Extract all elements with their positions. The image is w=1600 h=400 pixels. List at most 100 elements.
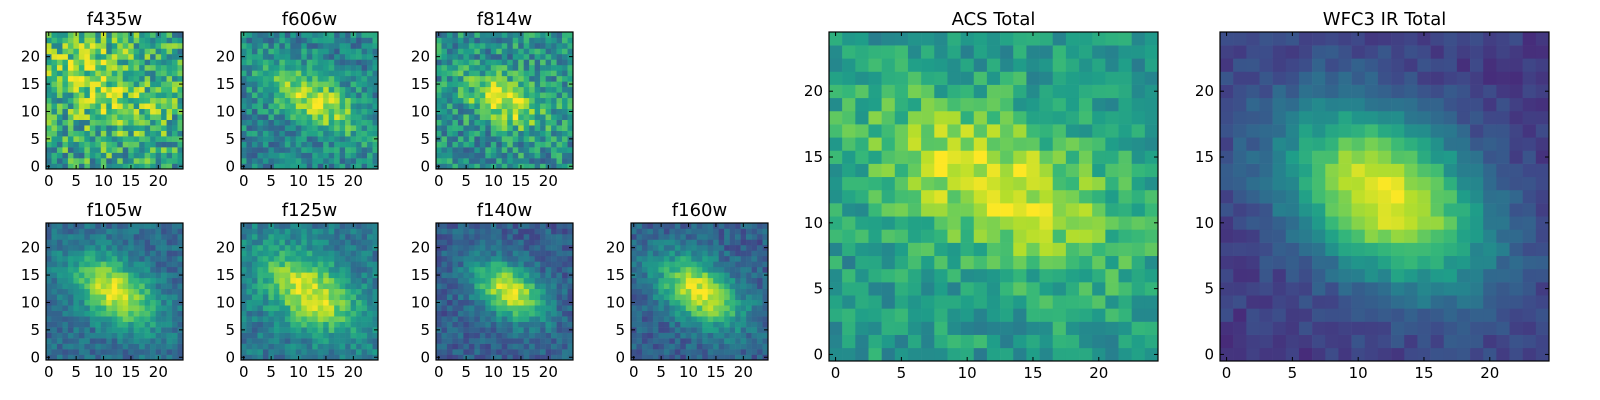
heatmap-cell: [463, 228, 470, 235]
y-tick-label: 15: [411, 266, 430, 284]
heatmap-cell: [452, 59, 459, 66]
heatmap-cell: [691, 354, 698, 361]
heatmap-cell: [312, 163, 319, 170]
heatmap-cell: [907, 347, 922, 362]
heatmap-cell: [356, 255, 362, 262]
heatmap-cell: [161, 255, 167, 262]
heatmap-cell: [523, 305, 530, 311]
y-tick-label: 15: [216, 266, 235, 284]
heatmap-cell: [496, 332, 503, 339]
heatmap-cell: [95, 158, 102, 164]
heatmap-cell: [246, 86, 253, 93]
heatmap-cell: [1039, 163, 1054, 178]
heatmap-cell: [161, 244, 167, 251]
heatmap-cell: [361, 261, 368, 268]
heatmap-cell: [636, 272, 643, 279]
heatmap-cell: [436, 141, 442, 148]
heatmap-cell: [100, 97, 107, 104]
heatmap-cell: [636, 343, 643, 350]
heatmap-cell: [518, 321, 524, 328]
heatmap-cell: [117, 223, 124, 229]
heatmap-cell: [166, 92, 173, 99]
heatmap-cell: [485, 37, 492, 44]
heatmap-cell: [323, 250, 329, 257]
heatmap-cell: [139, 86, 145, 93]
heatmap-cell: [295, 327, 302, 333]
heatmap-cell: [551, 299, 557, 306]
heatmap-cell: [724, 261, 730, 268]
heatmap-cell: [133, 130, 140, 137]
heatmap-cell: [251, 103, 258, 110]
heatmap-cell: [562, 141, 568, 148]
heatmap-cell: [161, 108, 167, 115]
heatmap-cell: [257, 239, 264, 246]
heatmap-cell: [658, 233, 665, 240]
heatmap-cell: [490, 48, 497, 55]
heatmap-cell: [658, 288, 665, 295]
heatmap-cell: [523, 288, 530, 295]
heatmap-cell: [328, 277, 335, 284]
heatmap-cell: [84, 130, 91, 137]
heatmap-cell: [73, 53, 80, 60]
heatmap-cell: [751, 327, 758, 333]
heatmap-cell: [89, 277, 96, 284]
heatmap-cell: [457, 294, 464, 301]
heatmap-cell: [1013, 282, 1027, 296]
heatmap-cell: [934, 255, 948, 270]
heatmap-cell: [540, 343, 546, 350]
heatmap-cell: [652, 255, 659, 262]
heatmap-cell: [523, 327, 530, 333]
heatmap-cell: [735, 239, 741, 246]
heatmap-cell: [685, 272, 692, 279]
heatmap-cell: [518, 92, 524, 99]
heatmap-cell: [1105, 334, 1119, 349]
y-tick-label: 5: [30, 321, 40, 339]
heatmap-cell: [1000, 242, 1014, 257]
heatmap-cell: [312, 75, 319, 82]
heatmap-cell: [652, 266, 659, 273]
heatmap-cell: [122, 244, 129, 251]
heatmap-cell: [273, 32, 280, 38]
heatmap-cell: [284, 332, 291, 339]
heatmap-cell: [122, 42, 129, 49]
heatmap-cell: [707, 239, 714, 246]
heatmap-cell: [339, 305, 346, 311]
heatmap-cell: [512, 64, 519, 71]
heatmap-cell: [636, 244, 643, 251]
heatmap-cell: [356, 86, 362, 93]
heatmap-cell: [312, 338, 319, 344]
heatmap-cell: [474, 103, 481, 110]
heatmap-cell: [1092, 282, 1106, 296]
heatmap-cell: [306, 103, 313, 110]
heatmap-cell: [312, 305, 319, 311]
heatmap-cell: [436, 233, 442, 240]
heatmap-cell: [663, 316, 670, 322]
heatmap-cell: [501, 53, 508, 60]
heatmap-cell: [680, 338, 687, 344]
heatmap-cell: [290, 103, 297, 110]
heatmap-cell: [361, 327, 368, 333]
heatmap-cell: [1092, 334, 1106, 349]
heatmap-cell: [446, 114, 453, 120]
heatmap-cell: [301, 261, 308, 268]
heatmap-cell: [155, 305, 162, 311]
heatmap-cell: [106, 158, 113, 164]
heatmap-cell: [106, 239, 113, 246]
heatmap-cell: [529, 125, 535, 131]
heatmap-cell: [658, 272, 665, 279]
heatmap-cell: [268, 152, 275, 159]
heatmap-cell: [707, 283, 714, 290]
heatmap-cell: [155, 92, 162, 99]
heatmap-cell: [446, 147, 453, 153]
heatmap-cell: [284, 316, 291, 322]
heatmap-cell: [122, 37, 129, 44]
heatmap-cell: [95, 70, 102, 77]
heatmap-cell: [56, 283, 63, 290]
heatmap-cell: [166, 343, 173, 350]
heatmap-cell: [367, 37, 373, 44]
heatmap-cell: [246, 42, 253, 49]
heatmap-cell: [496, 81, 503, 88]
heatmap-cell: [529, 59, 535, 66]
heatmap-cell: [540, 119, 546, 126]
heatmap-cell: [323, 130, 329, 137]
